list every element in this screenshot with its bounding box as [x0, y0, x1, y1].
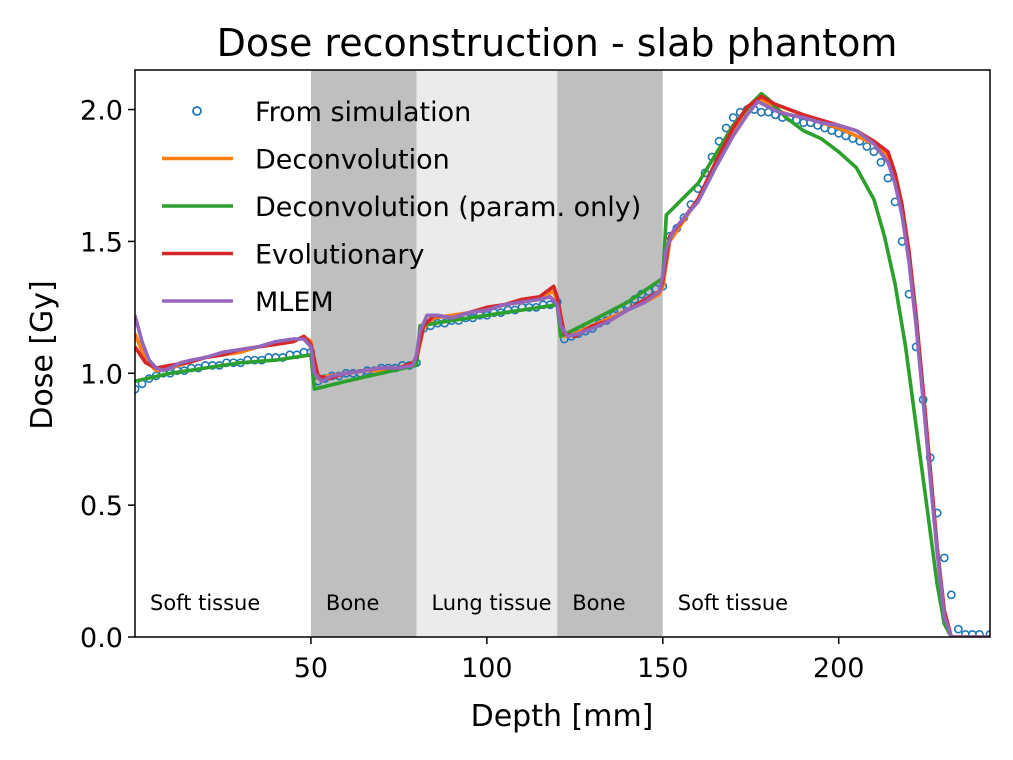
- y-tick-label: 2.0: [80, 96, 123, 127]
- y-tick-label: 0.0: [80, 623, 123, 654]
- region-label-0: Soft tissue: [150, 591, 260, 615]
- region-band-4: [662, 70, 990, 637]
- series-layer: [135, 91, 990, 637]
- data-point: [869, 147, 879, 157]
- x-axis-ticks: 50 100 150 200: [294, 637, 865, 684]
- y-axis-label: Dose [Gy]: [25, 280, 60, 430]
- y-tick-label: 1.5: [80, 227, 123, 258]
- data-point: [946, 590, 956, 600]
- data-point: [728, 113, 738, 122]
- data-point: [985, 629, 990, 637]
- legend-label: Deconvolution (param. only): [255, 192, 641, 223]
- series-line-deconvolution-param-only-: [135, 91, 990, 637]
- legend-label: Evolutionary: [255, 240, 425, 271]
- x-tick-label: 50: [294, 653, 328, 684]
- data-point: [862, 142, 872, 151]
- x-tick-label: 200: [813, 653, 865, 684]
- x-tick-label: 150: [637, 653, 689, 684]
- data-point: [135, 384, 140, 394]
- region-label-3: Bone: [572, 591, 625, 615]
- legend-marker: [192, 106, 202, 116]
- region-band-1: [310, 70, 417, 637]
- y-tick-label: 1.0: [80, 359, 123, 390]
- region-band-2: [416, 70, 558, 637]
- region-band-3: [557, 70, 663, 637]
- legend: From simulation Deconvolution Deconvolutio…: [162, 97, 641, 318]
- data-point: [876, 157, 886, 167]
- region-label-4: Soft tissue: [678, 591, 788, 615]
- region-label-1: Bone: [326, 591, 379, 615]
- data-point: [975, 629, 984, 637]
- y-tick-label: 0.5: [80, 491, 123, 522]
- data-point: [953, 624, 963, 634]
- x-tick-label: 100: [461, 653, 513, 684]
- legend-label: Deconvolution: [255, 145, 450, 176]
- region-labels: Soft tissue Bone Lung tissue Bone Soft tissu…: [150, 591, 788, 615]
- chart-title: Dose reconstruction - slab phantom: [217, 21, 898, 65]
- data-point: [939, 553, 949, 563]
- plot-frame: [134, 69, 991, 638]
- region-label-2: Lung tissue: [431, 591, 551, 615]
- y-axis-ticks: 0.0 0.5 1.0 1.5 2.0: [80, 96, 135, 654]
- x-axis-label: Depth [mm]: [471, 699, 654, 734]
- legend-label: From simulation: [255, 97, 471, 128]
- series-line-mlem: [135, 99, 990, 637]
- legend-label: MLEM: [255, 287, 334, 318]
